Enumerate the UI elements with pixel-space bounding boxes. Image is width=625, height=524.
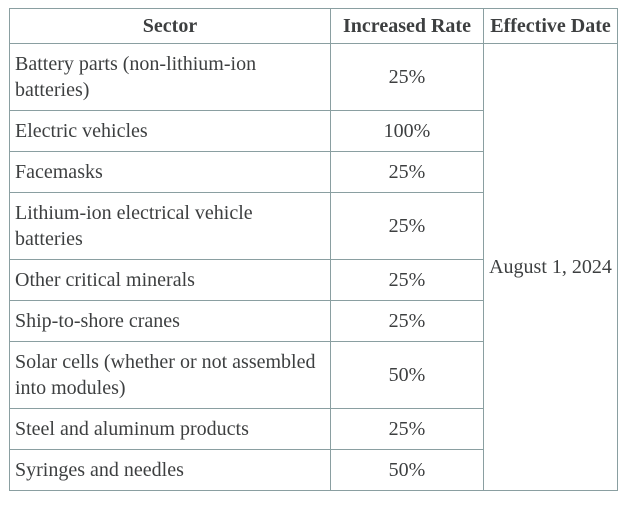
rate-cell: 50% bbox=[330, 341, 484, 409]
sector-cell: Lithium-ion electrical vehicle batteries bbox=[9, 192, 331, 260]
sector-cell: Electric vehicles bbox=[9, 110, 331, 152]
rate-cell: 25% bbox=[330, 408, 484, 450]
sector-cell: Syringes and needles bbox=[9, 449, 331, 491]
sector-cell: Steel and aluminum products bbox=[9, 408, 331, 450]
sector-cell: Solar cells (whether or not assembled in… bbox=[9, 341, 331, 409]
rate-cell: 25% bbox=[330, 151, 484, 193]
header-effective-date: Effective Date bbox=[483, 8, 618, 44]
rate-cell: 25% bbox=[330, 259, 484, 301]
rate-cell: 25% bbox=[330, 43, 484, 111]
tariff-table: Sector Increased Rate Effective Date Bat… bbox=[9, 8, 618, 491]
sector-cell: Battery parts (non-lithium-ion batteries… bbox=[9, 43, 331, 111]
table-row: Syringes and needles 50% bbox=[9, 449, 618, 491]
rate-cell: 25% bbox=[330, 192, 484, 260]
sector-cell: Other critical minerals bbox=[9, 259, 331, 301]
header-row: Sector Increased Rate Effective Date bbox=[9, 8, 618, 44]
rate-cell: 50% bbox=[330, 449, 484, 491]
effective-date-cell: August 1, 2024 bbox=[483, 43, 618, 491]
header-increased-rate: Increased Rate bbox=[330, 8, 484, 44]
sector-cell: Facemasks bbox=[9, 151, 331, 193]
table-row: Lithium-ion electrical vehicle batteries… bbox=[9, 192, 618, 260]
table-row: Electric vehicles 100% bbox=[9, 110, 618, 152]
sector-cell: Ship-to-shore cranes bbox=[9, 300, 331, 342]
page: Sector Increased Rate Effective Date Bat… bbox=[9, 8, 618, 491]
table-row: Battery parts (non-lithium-ion batteries… bbox=[9, 43, 618, 491]
header-sector: Sector bbox=[9, 8, 331, 44]
table-body: Battery parts (non-lithium-ion batteries… bbox=[9, 43, 618, 491]
table-row: Other critical minerals 25% bbox=[9, 259, 618, 301]
table-row: Steel and aluminum products 25% bbox=[9, 408, 618, 450]
rate-cell: 25% bbox=[330, 300, 484, 342]
rate-cell: 100% bbox=[330, 110, 484, 152]
table-row: Solar cells (whether or not assembled in… bbox=[9, 341, 618, 409]
table-row: Facemasks 25% bbox=[9, 151, 618, 193]
